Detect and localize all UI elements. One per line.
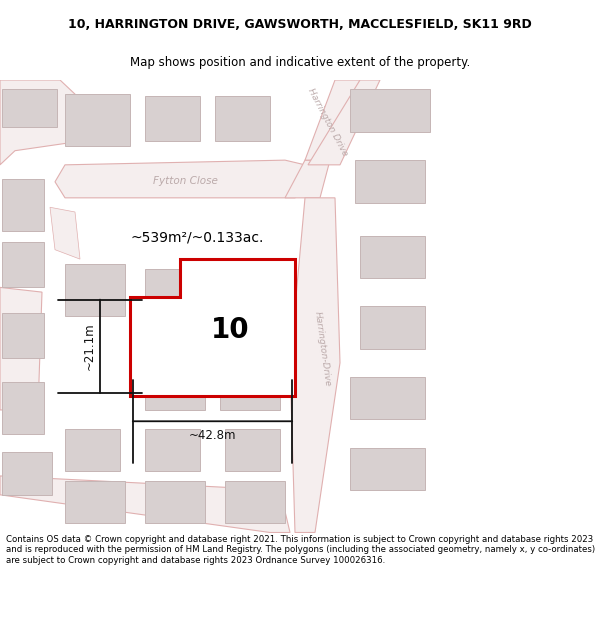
Polygon shape (65, 264, 125, 316)
Polygon shape (215, 96, 270, 141)
Polygon shape (65, 94, 130, 146)
Text: Map shows position and indicative extent of the property.: Map shows position and indicative extent… (130, 56, 470, 69)
Polygon shape (55, 160, 305, 198)
Polygon shape (2, 179, 44, 231)
Polygon shape (145, 96, 200, 141)
Polygon shape (308, 80, 380, 165)
Polygon shape (145, 358, 205, 410)
Text: ~539m²/~0.133ac.: ~539m²/~0.133ac. (130, 231, 263, 245)
Text: ~21.1m: ~21.1m (83, 322, 96, 370)
Polygon shape (285, 160, 330, 198)
Polygon shape (145, 429, 200, 471)
Text: Contains OS data © Crown copyright and database right 2021. This information is : Contains OS data © Crown copyright and d… (6, 535, 595, 565)
Polygon shape (290, 198, 340, 532)
Text: 10: 10 (211, 316, 250, 344)
Polygon shape (360, 306, 425, 349)
Polygon shape (350, 448, 425, 490)
Polygon shape (50, 208, 80, 259)
Polygon shape (220, 362, 280, 410)
Polygon shape (0, 288, 42, 410)
Polygon shape (2, 242, 44, 288)
Polygon shape (0, 80, 95, 165)
Text: Fytton Close: Fytton Close (152, 176, 217, 186)
Text: Harrington-Drive: Harrington-Drive (312, 311, 332, 387)
Polygon shape (355, 160, 425, 202)
Polygon shape (0, 476, 290, 532)
Polygon shape (2, 89, 57, 127)
Polygon shape (145, 269, 205, 316)
Polygon shape (350, 377, 425, 419)
Polygon shape (305, 80, 360, 160)
Polygon shape (2, 382, 44, 434)
Text: ~42.8m: ~42.8m (189, 429, 236, 442)
Polygon shape (360, 236, 425, 278)
Polygon shape (225, 481, 285, 523)
Polygon shape (65, 481, 125, 523)
Polygon shape (2, 452, 52, 495)
Polygon shape (2, 313, 44, 358)
Polygon shape (65, 429, 120, 471)
Polygon shape (145, 481, 205, 523)
Text: 10, HARRINGTON DRIVE, GAWSWORTH, MACCLESFIELD, SK11 9RD: 10, HARRINGTON DRIVE, GAWSWORTH, MACCLES… (68, 18, 532, 31)
Text: Harrington Drive: Harrington Drive (307, 87, 350, 158)
Polygon shape (130, 259, 295, 396)
Polygon shape (225, 429, 280, 471)
Polygon shape (350, 89, 430, 132)
